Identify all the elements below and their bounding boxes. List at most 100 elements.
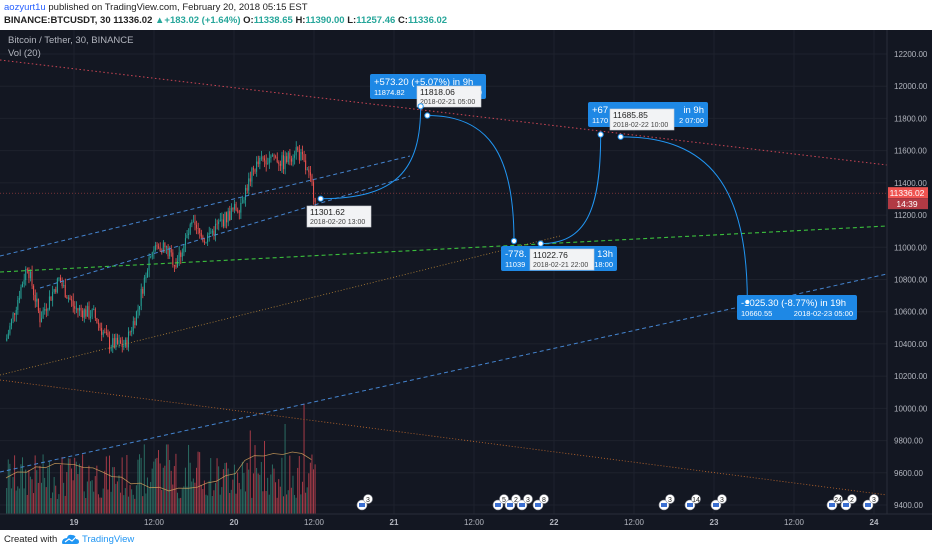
candle-body	[71, 299, 73, 301]
candle-body	[178, 252, 180, 262]
event-flag-icon[interactable]: 3	[356, 494, 373, 511]
candle-body	[53, 289, 55, 292]
anchor-point[interactable]	[424, 112, 431, 119]
value-tag-4[interactable]: 11685.85 2018-02-22 10:00	[609, 108, 675, 131]
chart-footer: Created with TradingView	[0, 530, 932, 550]
anchor-point[interactable]	[317, 195, 324, 202]
candle-body	[22, 284, 23, 287]
event-flag-icon[interactable]: 14	[684, 494, 701, 511]
candle-body	[170, 249, 172, 253]
last-price: 11336.02	[113, 15, 153, 26]
candle-body	[52, 291, 54, 301]
high-label: H:	[295, 15, 306, 26]
price-change: +183.02 (+1.64%)	[164, 15, 241, 26]
event-flag-icon[interactable]: 24	[826, 494, 843, 511]
event-flag-icon[interactable]: 3	[516, 494, 533, 511]
candle-body	[211, 230, 213, 233]
volume-bar	[278, 479, 280, 514]
candle-body	[294, 155, 296, 158]
projection-arc	[620, 136, 748, 302]
x-axis-ticks: 19 12:00 20 12:00 21 12:00 22 12:00 23 12:00 24	[70, 518, 879, 527]
candle-body	[67, 297, 69, 299]
event-flag-icon[interactable]: 3	[862, 494, 879, 511]
event-flag-icon[interactable]: 2	[504, 494, 521, 511]
candle-body	[314, 197, 316, 202]
value-tag-3[interactable]: 11022.76 2018-02-21 22:00	[529, 248, 595, 271]
candle-body	[284, 156, 286, 170]
volume-bar	[48, 461, 50, 514]
tradingview-brand[interactable]: TradingView	[82, 534, 135, 545]
volume-bar	[254, 445, 256, 514]
anchor-point[interactable]	[597, 131, 604, 138]
candle-body	[34, 295, 36, 302]
volume-bar	[309, 462, 311, 514]
candle-body	[31, 271, 33, 286]
annotation-price: 11874.82	[374, 88, 405, 97]
volume-bar	[158, 450, 160, 514]
candle-body	[175, 264, 177, 268]
candle-body	[90, 316, 92, 318]
candle-body	[63, 285, 65, 287]
candle-body	[137, 309, 139, 312]
annotation-time: 2018-02-23 05:00	[794, 309, 853, 318]
event-flag-icon[interactable]: 8	[532, 494, 549, 511]
y-tick-label: 11000.00	[894, 243, 927, 252]
tag-price: 11022.76	[533, 250, 568, 260]
anchor-point[interactable]	[510, 237, 518, 245]
y-tick-label: 10800.00	[894, 276, 928, 285]
volume-bar	[305, 492, 307, 514]
candle-body	[158, 246, 160, 248]
volume-bar	[22, 457, 23, 514]
projection-arc	[540, 134, 602, 245]
time-axis[interactable]	[0, 514, 932, 530]
event-flag-icon[interactable]: 5	[492, 494, 509, 511]
anchor-point[interactable]	[744, 298, 751, 306]
anchor-point[interactable]	[617, 133, 624, 140]
anchor-point[interactable]	[537, 240, 544, 247]
volume-bar	[294, 494, 296, 514]
price-axis[interactable]	[887, 30, 932, 514]
event-flag-icon[interactable]: 3	[658, 494, 675, 511]
volume-bar	[172, 484, 174, 514]
candle-body	[268, 158, 270, 164]
projection-arc	[320, 106, 422, 200]
volume-bar	[191, 481, 193, 514]
volume-bar	[314, 464, 316, 514]
annotation-change-text: +67	[592, 105, 608, 116]
value-tag-1[interactable]: 11301.62 2018-02-20 13:00	[306, 205, 372, 228]
candle-body	[210, 232, 212, 234]
y-tick-label: 11400.00	[894, 179, 927, 188]
projection-arc	[427, 115, 515, 242]
candle-body	[241, 202, 243, 204]
volume-bar	[132, 494, 134, 514]
volume-bar	[121, 457, 123, 514]
candle-body	[186, 235, 188, 239]
volume-bar	[58, 494, 60, 514]
volume-bar	[267, 477, 269, 514]
candle-body	[270, 156, 272, 159]
event-count: 14	[692, 497, 700, 504]
candle-body	[153, 249, 155, 253]
volume-bar	[12, 477, 14, 514]
anchor-point[interactable]	[417, 103, 424, 110]
candle-body	[104, 331, 106, 333]
value-tag-2[interactable]: 11818.06 2018-02-21 05:00	[416, 85, 482, 108]
volume-bar	[124, 488, 126, 514]
author-link[interactable]: aozyurt1u	[4, 2, 46, 13]
event-flag-icon[interactable]: 2	[840, 494, 857, 511]
x-tick-label: 12:00	[304, 518, 325, 527]
candle-body	[123, 346, 125, 347]
legend-volume: Vol (20)	[8, 48, 41, 59]
tradingview-logo-icon[interactable]	[60, 531, 80, 550]
candle-body	[26, 269, 28, 271]
created-with-label: Created with	[4, 534, 58, 545]
event-flag-icon[interactable]: 3	[710, 494, 727, 511]
volume-bar	[134, 498, 136, 514]
candle-body	[140, 288, 142, 307]
candle-body	[192, 221, 194, 223]
candle-body	[20, 286, 22, 298]
volume-bar	[63, 482, 65, 514]
candle-body	[146, 270, 148, 278]
